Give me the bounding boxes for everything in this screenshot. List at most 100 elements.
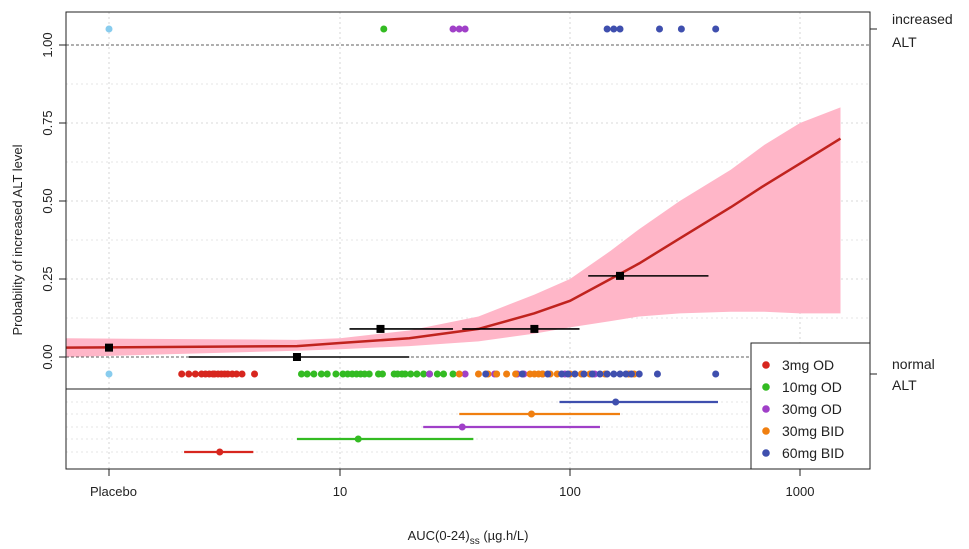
y-axis: 0.00 0.25 0.50 0.75 1.00 bbox=[40, 32, 66, 370]
reference-lines bbox=[66, 44, 870, 390]
legend-label: 60mg BID bbox=[782, 445, 844, 461]
normal-point bbox=[564, 370, 572, 378]
normal-point bbox=[455, 370, 463, 378]
right-label-normal-alt: ALT bbox=[892, 377, 917, 393]
dose-range-median bbox=[216, 448, 224, 456]
normal-point bbox=[603, 370, 611, 378]
normal-point bbox=[440, 370, 448, 378]
dose-range-median bbox=[458, 423, 466, 431]
normal-point bbox=[433, 370, 441, 378]
increased-point bbox=[380, 25, 388, 33]
legend-marker bbox=[762, 383, 770, 391]
increased-point bbox=[603, 25, 611, 33]
dose-range-median bbox=[612, 398, 620, 406]
increased-point bbox=[455, 25, 463, 33]
right-label-increased-alt: ALT bbox=[892, 34, 917, 50]
normal-point bbox=[461, 370, 469, 378]
increased-point bbox=[616, 25, 624, 33]
normal-point bbox=[378, 370, 386, 378]
dose-range-median bbox=[527, 410, 535, 418]
increased-point bbox=[105, 25, 113, 33]
normal-point bbox=[712, 370, 720, 378]
x-tick-label-placebo: Placebo bbox=[90, 484, 137, 499]
legend-box bbox=[750, 342, 871, 470]
normal-point bbox=[238, 370, 246, 378]
dose-range-median bbox=[354, 435, 362, 443]
normal-point bbox=[449, 370, 457, 378]
legend-label: 10mg OD bbox=[782, 379, 842, 395]
legend: 3mg OD 10mg OD 30mg OD 30mg BID 60mg BID bbox=[750, 342, 871, 470]
fitted-curve bbox=[65, 137, 842, 349]
legend-label: 30mg OD bbox=[782, 401, 842, 417]
legend-marker bbox=[762, 449, 770, 457]
normal-point bbox=[610, 370, 618, 378]
normal-point bbox=[420, 370, 428, 378]
increased-point bbox=[449, 25, 457, 33]
observation-points bbox=[105, 25, 720, 378]
normal-point bbox=[544, 370, 552, 378]
normal-point bbox=[191, 370, 199, 378]
legend-marker bbox=[762, 427, 770, 435]
binned-observed-probabilities bbox=[105, 271, 709, 361]
y-tick-label: 0.25 bbox=[40, 266, 55, 291]
normal-point bbox=[539, 370, 547, 378]
bin-point bbox=[292, 353, 301, 361]
normal-point bbox=[627, 370, 635, 378]
legend-label: 3mg OD bbox=[782, 357, 834, 373]
normal-point bbox=[580, 370, 588, 378]
legend-marker bbox=[762, 361, 770, 369]
increased-point bbox=[656, 25, 664, 33]
increased-point bbox=[677, 25, 685, 33]
right-axis bbox=[870, 28, 877, 375]
bin-point bbox=[616, 271, 625, 280]
normal-point bbox=[407, 370, 415, 378]
y-axis-label: Probability of increased ALT level bbox=[10, 144, 25, 335]
y-tick-label: 0.00 bbox=[40, 344, 55, 369]
normal-point bbox=[493, 370, 501, 378]
right-label-increased: increased bbox=[892, 11, 953, 27]
normal-point bbox=[401, 370, 409, 378]
bin-point bbox=[530, 324, 539, 333]
normal-point bbox=[185, 370, 193, 378]
y-tick-label: 0.50 bbox=[40, 188, 55, 213]
normal-point bbox=[482, 370, 490, 378]
normal-point bbox=[558, 370, 566, 378]
ci-band-area bbox=[66, 107, 841, 358]
x-tick-label: 100 bbox=[559, 484, 581, 499]
normal-point bbox=[297, 370, 305, 378]
normal-point bbox=[571, 370, 579, 378]
normal-point bbox=[105, 370, 113, 378]
normal-point bbox=[332, 370, 340, 378]
normal-point bbox=[413, 370, 421, 378]
normal-point bbox=[426, 370, 434, 378]
x-axis-label: AUC(0-24)ss (µg.h/L) bbox=[408, 528, 529, 547]
increased-point bbox=[610, 25, 618, 33]
normal-point bbox=[503, 370, 511, 378]
confidence-band bbox=[66, 107, 841, 358]
x-tick-label: 1000 bbox=[786, 484, 815, 499]
bin-point bbox=[376, 324, 385, 333]
normal-point bbox=[474, 370, 482, 378]
normal-point bbox=[588, 370, 596, 378]
fit-curve-line bbox=[65, 137, 842, 349]
y-tick-label: 0.75 bbox=[40, 110, 55, 135]
normal-point bbox=[596, 370, 604, 378]
normal-point bbox=[653, 370, 661, 378]
normal-point bbox=[178, 370, 186, 378]
normal-point bbox=[365, 370, 373, 378]
normal-point bbox=[616, 370, 624, 378]
right-label-normal: normal bbox=[892, 356, 935, 372]
normal-point bbox=[635, 370, 643, 378]
normal-point bbox=[251, 370, 259, 378]
x-tick-label: 10 bbox=[333, 484, 347, 499]
normal-point bbox=[512, 370, 520, 378]
normal-point bbox=[310, 370, 318, 378]
normal-point bbox=[233, 370, 241, 378]
legend-label: 30mg BID bbox=[782, 423, 844, 439]
normal-point bbox=[622, 370, 630, 378]
y-tick-label: 1.00 bbox=[40, 32, 55, 57]
dose-exposure-ranges bbox=[184, 398, 718, 456]
normal-point bbox=[518, 370, 526, 378]
legend-marker bbox=[762, 405, 770, 413]
